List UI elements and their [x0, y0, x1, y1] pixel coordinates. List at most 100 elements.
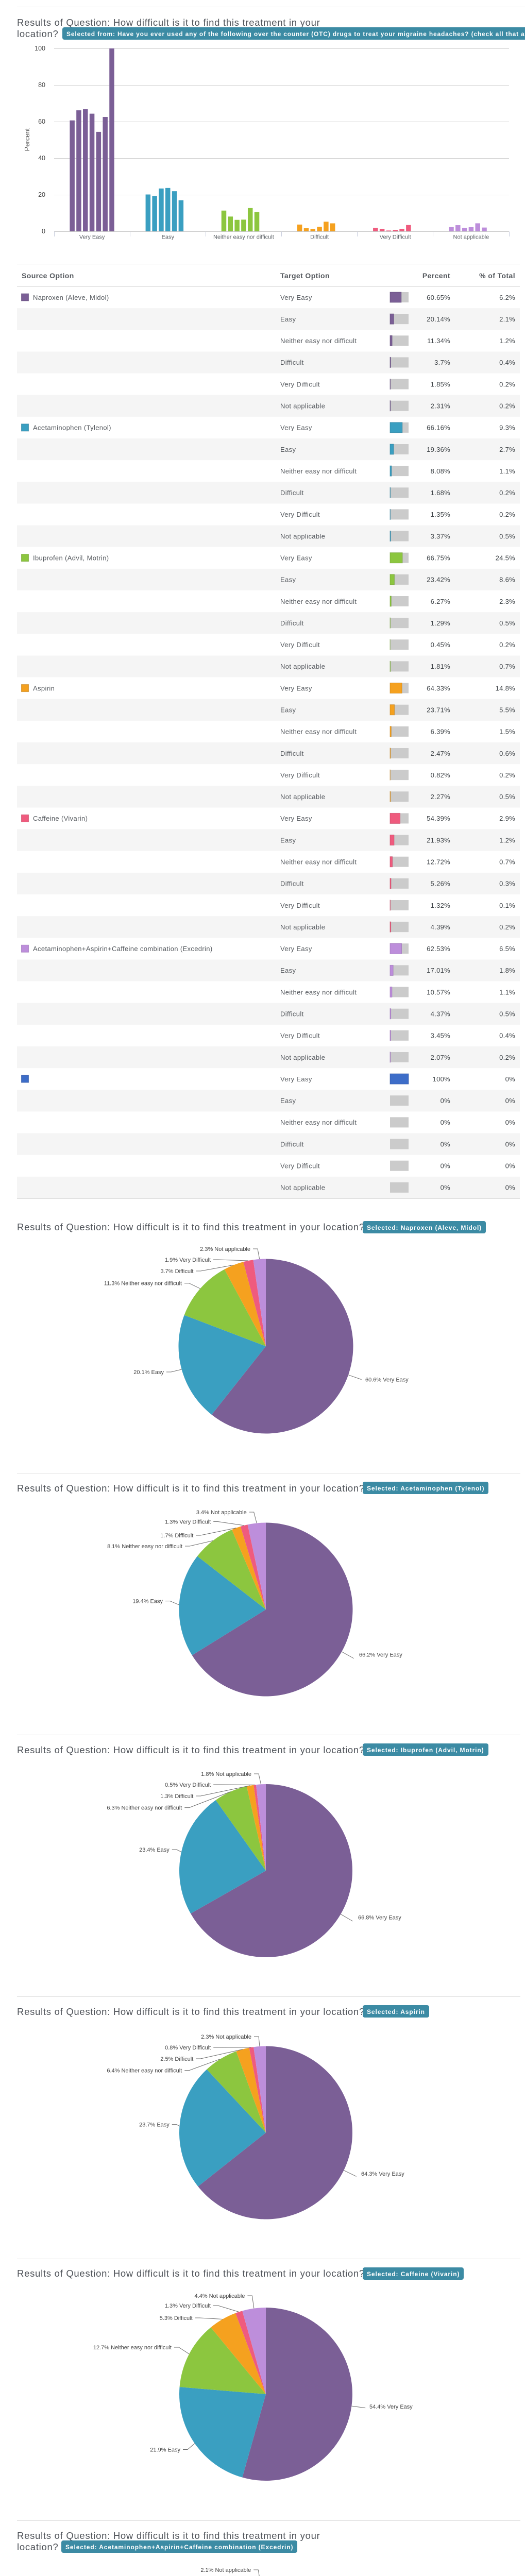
svg-text:Difficult: Difficult [280, 619, 304, 627]
svg-text:Neither easy nor difficult: Neither easy nor difficult [280, 337, 357, 345]
svg-text:2.3% Not applicable: 2.3% Not applicable [201, 2034, 251, 2040]
svg-text:1.81%: 1.81% [431, 663, 451, 670]
svg-text:Very Easy: Very Easy [280, 424, 312, 432]
svg-text:21.9% Easy: 21.9% Easy [150, 2447, 180, 2453]
svg-text:0.6%: 0.6% [499, 750, 515, 757]
svg-text:Very Easy: Very Easy [280, 554, 312, 562]
svg-text:4.4% Not applicable: 4.4% Not applicable [195, 2293, 245, 2299]
svg-text:0.1%: 0.1% [499, 902, 515, 909]
svg-text:Very Easy: Very Easy [280, 684, 312, 692]
svg-text:3.45%: 3.45% [431, 1032, 451, 1040]
svg-text:Very Easy: Very Easy [79, 234, 105, 241]
svg-text:4.39%: 4.39% [431, 923, 451, 931]
svg-text:66.75%: 66.75% [427, 554, 450, 562]
svg-text:Neither easy nor difficult: Neither easy nor difficult [280, 988, 357, 996]
svg-text:23.4% Easy: 23.4% Easy [139, 1847, 170, 1853]
svg-text:40: 40 [38, 155, 45, 162]
svg-text:Very Difficult: Very Difficult [280, 1162, 320, 1170]
svg-text:Aspirin: Aspirin [33, 684, 55, 692]
svg-text:2.3%: 2.3% [499, 598, 515, 605]
svg-text:0%: 0% [505, 1162, 516, 1170]
svg-text:66.2% Very Easy: 66.2% Very Easy [359, 1652, 402, 1658]
svg-text:1.85%: 1.85% [431, 380, 451, 388]
svg-text:Very Difficult: Very Difficult [280, 771, 320, 779]
svg-text:0.45%: 0.45% [431, 641, 451, 649]
svg-text:6.3% Neither easy nor difficul: 6.3% Neither easy nor difficult [107, 1805, 182, 1811]
svg-text:0%: 0% [505, 1075, 516, 1083]
svg-text:Naproxen (Aleve, Midol): Naproxen (Aleve, Midol) [33, 294, 109, 301]
svg-text:0.2%: 0.2% [499, 402, 515, 410]
svg-text:0.2%: 0.2% [499, 380, 515, 388]
svg-text:11.3% Neither easy nor difficu: 11.3% Neither easy nor difficult [104, 1281, 182, 1287]
svg-text:1.3% Difficult: 1.3% Difficult [160, 1793, 193, 1800]
svg-text:Not applicable: Not applicable [280, 532, 325, 540]
svg-text:2.9%: 2.9% [499, 815, 515, 822]
svg-text:Very Difficult: Very Difficult [280, 1032, 320, 1040]
svg-text:Difficult: Difficult [280, 750, 304, 757]
svg-text:12.72%: 12.72% [427, 858, 450, 866]
svg-text:Source Option: Source Option [22, 272, 74, 280]
svg-text:0%: 0% [441, 1118, 451, 1126]
svg-text:Not applicable: Not applicable [280, 1054, 325, 1061]
svg-text:3.7% Difficult: 3.7% Difficult [161, 1268, 194, 1275]
svg-text:0%: 0% [441, 1162, 451, 1170]
svg-text:Very Difficult: Very Difficult [280, 511, 320, 518]
svg-text:1.32%: 1.32% [431, 902, 451, 909]
svg-text:Difficult: Difficult [310, 234, 329, 241]
svg-text:0.5%: 0.5% [499, 1010, 515, 1018]
svg-text:1.68%: 1.68% [431, 489, 451, 497]
svg-text:0.5%: 0.5% [499, 793, 515, 801]
svg-text:2.7%: 2.7% [499, 446, 515, 453]
svg-text:0.2%: 0.2% [499, 489, 515, 497]
svg-text:0.4%: 0.4% [499, 1032, 515, 1040]
svg-text:Easy: Easy [280, 706, 296, 714]
svg-text:14.8%: 14.8% [496, 684, 516, 692]
svg-text:66.8% Very Easy: 66.8% Very Easy [358, 1914, 401, 1921]
svg-text:9.3%: 9.3% [499, 424, 515, 432]
svg-text:8.08%: 8.08% [431, 467, 451, 475]
svg-text:Easy: Easy [280, 315, 296, 323]
svg-text:1.8% Not applicable: 1.8% Not applicable [201, 1771, 251, 1777]
svg-text:20.1% Easy: 20.1% Easy [133, 1369, 164, 1376]
svg-text:60: 60 [38, 118, 45, 125]
svg-text:0%: 0% [441, 1097, 451, 1105]
svg-text:0.5%: 0.5% [499, 619, 515, 627]
svg-text:10.57%: 10.57% [427, 988, 450, 996]
svg-text:Easy: Easy [280, 1097, 296, 1105]
svg-text:23.7% Easy: 23.7% Easy [139, 2122, 170, 2128]
svg-text:Not applicable: Not applicable [453, 234, 489, 241]
svg-text:2.3% Not applicable: 2.3% Not applicable [200, 1246, 250, 1252]
svg-text:Percent: Percent [422, 272, 450, 280]
svg-text:62.53%: 62.53% [427, 945, 450, 953]
svg-text:Difficult: Difficult [280, 489, 304, 497]
svg-text:Easy: Easy [280, 836, 296, 844]
svg-text:0.2%: 0.2% [499, 511, 515, 518]
svg-text:Percent: Percent [23, 128, 31, 151]
svg-text:4.37%: 4.37% [431, 1010, 451, 1018]
svg-text:0.2%: 0.2% [499, 923, 515, 931]
svg-text:19.4% Easy: 19.4% Easy [132, 1599, 163, 1605]
svg-text:1.35%: 1.35% [431, 511, 451, 518]
svg-text:2.1% Not applicable: 2.1% Not applicable [200, 2567, 251, 2573]
svg-text:Very Easy: Very Easy [280, 1075, 312, 1083]
svg-text:0%: 0% [505, 1184, 516, 1192]
svg-text:6.27%: 6.27% [431, 598, 451, 605]
svg-text:1.2%: 1.2% [499, 836, 515, 844]
svg-text:Not applicable: Not applicable [280, 923, 325, 931]
svg-text:3.7%: 3.7% [434, 359, 450, 366]
svg-text:2.27%: 2.27% [431, 793, 451, 801]
svg-text:Acetaminophen (Tylenol): Acetaminophen (Tylenol) [33, 424, 111, 432]
svg-text:6.39%: 6.39% [431, 728, 451, 736]
svg-text:0%: 0% [505, 1118, 516, 1126]
svg-text:20: 20 [38, 191, 45, 198]
svg-text:0.2%: 0.2% [499, 641, 515, 649]
svg-text:Acetaminophen+Aspirin+Caffeine: Acetaminophen+Aspirin+Caffeine combinati… [33, 945, 213, 953]
svg-text:5.26%: 5.26% [431, 880, 451, 888]
svg-text:0%: 0% [505, 1140, 516, 1148]
svg-text:Neither easy nor difficult: Neither easy nor difficult [213, 234, 274, 241]
svg-text:1.1%: 1.1% [499, 467, 515, 475]
svg-text:Very Difficult: Very Difficult [280, 641, 320, 649]
svg-text:2.1%: 2.1% [499, 315, 515, 323]
svg-text:54.4% Very Easy: 54.4% Very Easy [369, 2404, 413, 2410]
svg-text:5.3% Difficult: 5.3% Difficult [160, 2315, 193, 2321]
